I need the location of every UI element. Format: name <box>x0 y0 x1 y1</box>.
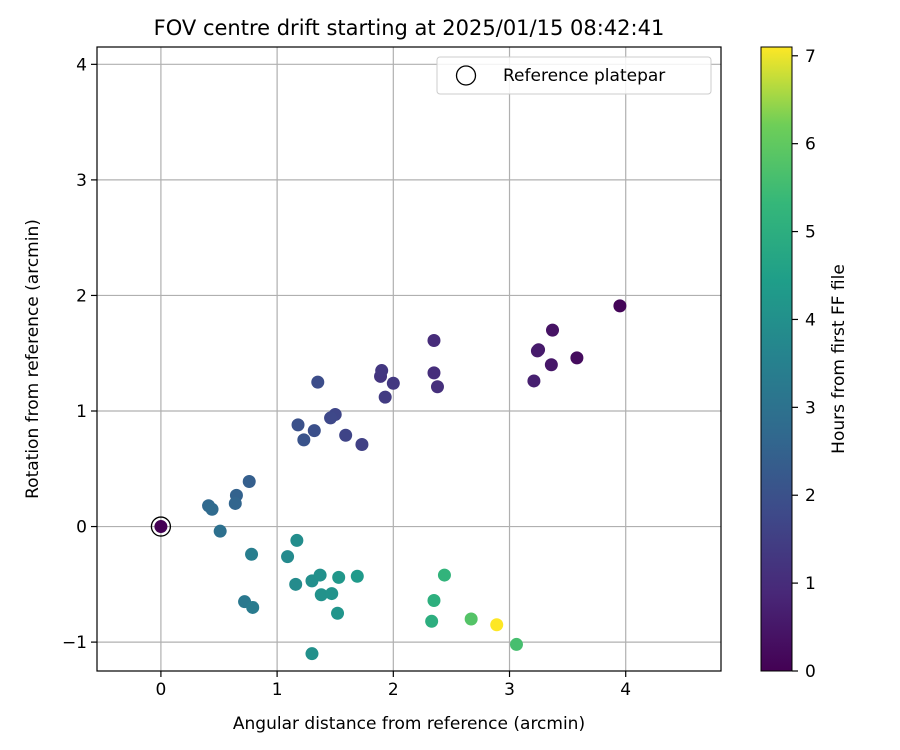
data-point-3 <box>546 323 560 337</box>
reference-platepar-marker <box>150 516 172 537</box>
data-point-0 <box>154 520 168 534</box>
data-point-40 <box>350 569 364 583</box>
data-point-36 <box>313 568 327 582</box>
data-point-13 <box>386 376 400 390</box>
colorbar-tick-label-4: 4 <box>805 310 816 330</box>
x-tick-label-1: 1 <box>272 680 283 700</box>
data-point-46 <box>464 612 478 626</box>
data-point-20 <box>307 424 321 438</box>
data-point-33 <box>290 533 304 547</box>
data-point-22 <box>297 433 311 447</box>
colorbar-tick-label-2: 2 <box>805 486 816 506</box>
colorbar-tick-label-6: 6 <box>805 135 816 155</box>
y-tick-label-0: −1 <box>62 633 87 653</box>
colorbar-gradient <box>760 46 793 672</box>
data-point-25 <box>228 496 242 510</box>
data-point-37 <box>314 588 328 602</box>
y-tick-label-2: 1 <box>76 402 87 422</box>
colorbar-tick-label-3: 3 <box>805 398 816 418</box>
colorbar-label: Hours from first FF file <box>829 264 849 454</box>
data-points <box>154 299 627 661</box>
data-point-31 <box>246 600 260 614</box>
data-point-19 <box>311 375 325 389</box>
data-point-16 <box>339 428 353 442</box>
legend-box <box>436 56 712 95</box>
data-point-39 <box>332 570 346 584</box>
y-tick-label-1: 0 <box>76 518 87 538</box>
data-point-27 <box>205 502 219 516</box>
data-point-43 <box>425 614 439 628</box>
data-point-8 <box>427 334 441 348</box>
colorbar: 0 1 2 3 4 5 6 7 Hours from first FF file <box>760 46 849 682</box>
colorbar-tick-label-7: 7 <box>805 47 816 67</box>
data-point-38 <box>325 587 339 601</box>
colorbar-ticks: 0 1 2 3 4 5 6 7 <box>792 47 816 682</box>
y-tick-label-3: 2 <box>76 286 87 306</box>
colorbar-tick-label-1: 1 <box>805 574 816 594</box>
x-tick-label-4: 4 <box>620 680 631 700</box>
y-tick-label-4: 3 <box>76 171 87 191</box>
plot-frame <box>96 46 722 672</box>
data-point-32 <box>281 550 295 564</box>
data-point-42 <box>305 647 319 661</box>
data-point-10 <box>430 380 444 394</box>
legend: Reference platepar <box>436 56 712 95</box>
data-point-6 <box>530 344 544 358</box>
x-tick-label-3: 3 <box>504 680 515 700</box>
data-point-21 <box>291 418 305 432</box>
data-point-28 <box>213 524 227 538</box>
data-point-44 <box>427 594 441 608</box>
reference-marker <box>150 516 172 537</box>
y-axis-label: Rotation from reference (arcmin) <box>23 219 43 499</box>
colorbar-tick-label-5: 5 <box>805 223 816 243</box>
grid <box>97 47 721 671</box>
data-point-1 <box>613 299 627 313</box>
data-point-34 <box>289 577 303 591</box>
data-point-2 <box>570 351 584 365</box>
x-axis-label: Angular distance from reference (arcmin) <box>233 714 585 734</box>
x-axis-ticks: 0 1 2 3 4 <box>155 671 631 700</box>
data-point-14 <box>378 390 392 404</box>
y-axis-ticks: −1 0 1 2 3 4 <box>62 55 97 653</box>
y-tick-label-5: 4 <box>76 55 87 75</box>
data-point-4 <box>544 358 558 372</box>
data-point-15 <box>355 438 369 452</box>
data-point-9 <box>427 366 441 380</box>
data-point-7 <box>527 374 541 388</box>
data-point-18 <box>324 411 338 425</box>
x-tick-label-0: 0 <box>155 680 166 700</box>
data-point-45 <box>437 568 451 582</box>
data-point-41 <box>331 606 345 620</box>
chart-title: FOV centre drift starting at 2025/01/15 … <box>154 16 665 40</box>
data-point-12 <box>375 364 389 378</box>
legend-label: Reference platepar <box>503 66 665 86</box>
data-point-48 <box>509 637 523 651</box>
data-point-23 <box>242 474 256 488</box>
legend-marker-icon <box>455 65 477 86</box>
data-point-47 <box>490 618 504 632</box>
x-tick-label-2: 2 <box>388 680 399 700</box>
colorbar-tick-label-0: 0 <box>805 662 816 682</box>
data-point-29 <box>245 547 259 561</box>
